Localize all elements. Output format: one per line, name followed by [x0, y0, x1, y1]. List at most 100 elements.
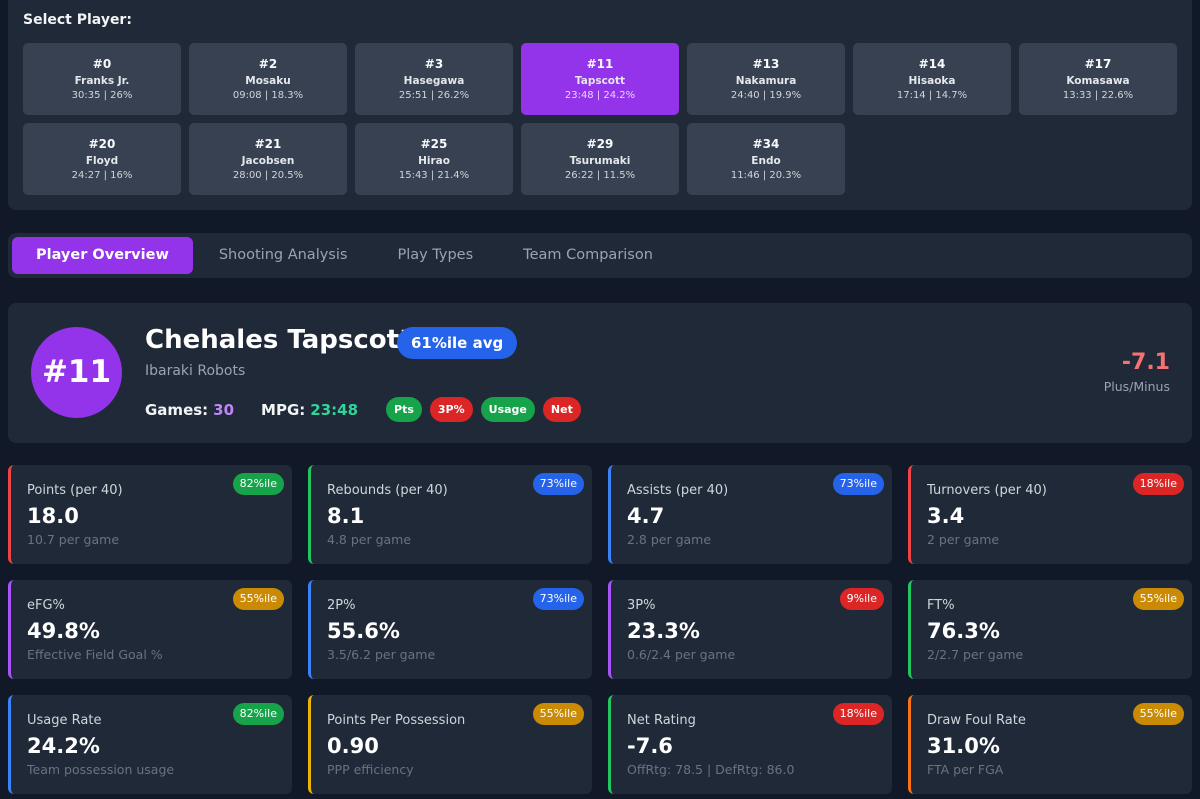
- player-number: #29: [586, 137, 614, 151]
- player-number: #0: [92, 57, 112, 71]
- player-stat: 24:27 | 16%: [71, 170, 133, 181]
- stat-card: Points Per Possession 0.90 PPP efficiency 5…: [308, 695, 592, 794]
- stat-value: -7.6: [627, 734, 673, 758]
- stat-card: FT% 76.3% 2/2.7 per game 55%ile: [908, 580, 1192, 679]
- pill-3p: 3P%: [429, 397, 473, 422]
- player-stat: 30:35 | 26%: [71, 90, 133, 101]
- stat-label: Turnovers (per 40): [927, 483, 1047, 498]
- player-button[interactable]: #11 Tapscott 23:48 | 24.2%: [521, 43, 679, 115]
- player-number: #17: [1084, 57, 1112, 71]
- stat-card: Net Rating -7.6 OffRtg: 78.5 | DefRtg: 86.…: [608, 695, 892, 794]
- stat-label: 3P%: [627, 598, 656, 613]
- tab-shooting-analysis[interactable]: Shooting Analysis: [218, 247, 348, 263]
- player-name: Hirao: [418, 155, 450, 167]
- player-button[interactable]: #13 Nakamura 24:40 | 19.9%: [687, 43, 845, 115]
- stat-label: Net Rating: [627, 713, 696, 728]
- tab-bar: Player Overview Shooting Analysis Play Typ…: [8, 233, 1192, 278]
- player-button[interactable]: #0 Franks Jr. 30:35 | 26%: [23, 43, 181, 115]
- player-button[interactable]: #29 Tsurumaki 26:22 | 11.5%: [521, 123, 679, 195]
- selector-title: Select Player:: [23, 12, 132, 28]
- player-button[interactable]: #17 Komasawa 13:33 | 22.6%: [1019, 43, 1177, 115]
- stat-value: 55.6%: [327, 619, 400, 643]
- player-stat: 24:40 | 19.9%: [730, 90, 802, 101]
- player-number: #14: [918, 57, 946, 71]
- stat-sub: 2 per game: [927, 532, 1000, 547]
- stat-cards: Points (per 40) 18.0 10.7 per game 82%ile Re…: [8, 465, 1192, 794]
- stat-label: Usage Rate: [27, 713, 102, 728]
- player-selector-panel: Select Player: #0 Franks Jr. 30:35 | 26% #2…: [8, 0, 1192, 210]
- player-name: Franks Jr.: [74, 75, 130, 87]
- player-button[interactable]: #25 Hirao 15:43 | 21.4%: [355, 123, 513, 195]
- team-name: Ibaraki Robots: [145, 363, 246, 379]
- stat-label: Draw Foul Rate: [927, 713, 1026, 728]
- player-grid: #0 Franks Jr. 30:35 | 26% #2 Mosaku 09:08 | 1…: [23, 43, 1177, 195]
- stat-card: eFG% 49.8% Effective Field Goal % 55%ile: [8, 580, 292, 679]
- player-button[interactable]: #20 Floyd 24:27 | 16%: [23, 123, 181, 195]
- stat-label: Points (per 40): [27, 483, 123, 498]
- player-button[interactable]: #3 Hasegawa 25:51 | 26.2%: [355, 43, 513, 115]
- player-button[interactable]: #34 Endo 11:46 | 20.3%: [687, 123, 845, 195]
- avatar: #11: [31, 327, 122, 418]
- percentile-badge: 73%ile: [532, 473, 584, 495]
- player-name: Chehales Tapscott: [145, 325, 412, 355]
- stat-value: 23.3%: [627, 619, 700, 643]
- pill-pts: Pts: [386, 397, 422, 422]
- stat-value: 24.2%: [27, 734, 100, 758]
- player-name: Floyd: [85, 155, 119, 167]
- stat-sub: 10.7 per game: [27, 532, 120, 547]
- player-meta: Games: 30 MPG: 23:48 Pts 3P% Usage Net: [145, 397, 589, 422]
- player-stat: 15:43 | 21.4%: [398, 170, 470, 181]
- stat-label: eFG%: [27, 598, 65, 613]
- percentile-badge: 55%ile: [1132, 588, 1184, 610]
- stat-sub: 0.6/2.4 per game: [627, 647, 736, 662]
- stat-card: Usage Rate 24.2% Team possession usage 82%i…: [8, 695, 292, 794]
- stat-sub: OffRtg: 78.5 | DefRtg: 86.0: [627, 762, 795, 777]
- player-button[interactable]: #14 Hisaoka 17:14 | 14.7%: [853, 43, 1011, 115]
- player-header: #11 Chehales Tapscott 61%ile avg Ibaraki…: [8, 303, 1192, 443]
- player-name: Hasegawa: [403, 75, 465, 87]
- player-name: Komasawa: [1066, 75, 1130, 87]
- pill-net: Net: [542, 397, 581, 422]
- stat-sub: 2.8 per game: [627, 532, 712, 547]
- stat-sub: 4.8 per game: [327, 532, 412, 547]
- player-button[interactable]: #21 Jacobsen 28:00 | 20.5%: [189, 123, 347, 195]
- stat-sub: 2/2.7 per game: [927, 647, 1024, 662]
- stat-value: 8.1: [327, 504, 365, 528]
- highlight-pills: Pts 3P% Usage Net: [386, 397, 589, 422]
- tab-play-types[interactable]: Play Types: [397, 247, 474, 263]
- player-number: #20: [88, 137, 116, 151]
- stat-value: 31.0%: [927, 734, 1000, 758]
- player-button[interactable]: #2 Mosaku 09:08 | 18.3%: [189, 43, 347, 115]
- tab-player-overview[interactable]: Player Overview: [12, 237, 193, 274]
- percentile-badge: 82%ile: [232, 473, 284, 495]
- plus-minus-label: Plus/Minus: [1103, 379, 1170, 394]
- player-stat: 28:00 | 20.5%: [232, 170, 304, 181]
- stat-sub: Effective Field Goal %: [27, 647, 163, 662]
- stat-label: 2P%: [327, 598, 356, 613]
- stat-sub: PPP efficiency: [327, 762, 414, 777]
- games-value: 30: [213, 400, 235, 419]
- stat-value: 76.3%: [927, 619, 1000, 643]
- stat-label: Points Per Possession: [327, 713, 466, 728]
- stat-sub: FTA per FGA: [927, 762, 1004, 777]
- player-name: Mosaku: [245, 75, 291, 87]
- player-number: #21: [254, 137, 282, 151]
- tab-team-comparison[interactable]: Team Comparison: [523, 247, 653, 263]
- stat-sub: 3.5/6.2 per game: [327, 647, 436, 662]
- percentile-badge: 9%ile: [839, 588, 884, 610]
- stat-value: 3.4: [927, 504, 965, 528]
- percentile-badge: 18%ile: [1132, 473, 1184, 495]
- stat-label: Assists (per 40): [627, 483, 729, 498]
- player-stat: 17:14 | 14.7%: [896, 90, 968, 101]
- player-number: #13: [752, 57, 780, 71]
- player-stat: 23:48 | 24.2%: [564, 90, 636, 101]
- stat-card: Turnovers (per 40) 3.4 2 per game 18%ile: [908, 465, 1192, 564]
- player-stat: 11:46 | 20.3%: [730, 170, 802, 181]
- stat-value: 4.7: [627, 504, 665, 528]
- player-name: Jacobsen: [241, 155, 295, 167]
- stat-card: Rebounds (per 40) 8.1 4.8 per game 73%ile: [308, 465, 592, 564]
- player-name: Tsurumaki: [569, 155, 631, 167]
- percentile-badge: 61%ile avg: [397, 327, 518, 359]
- stat-card: 2P% 55.6% 3.5/6.2 per game 73%ile: [308, 580, 592, 679]
- player-number: #34: [752, 137, 780, 151]
